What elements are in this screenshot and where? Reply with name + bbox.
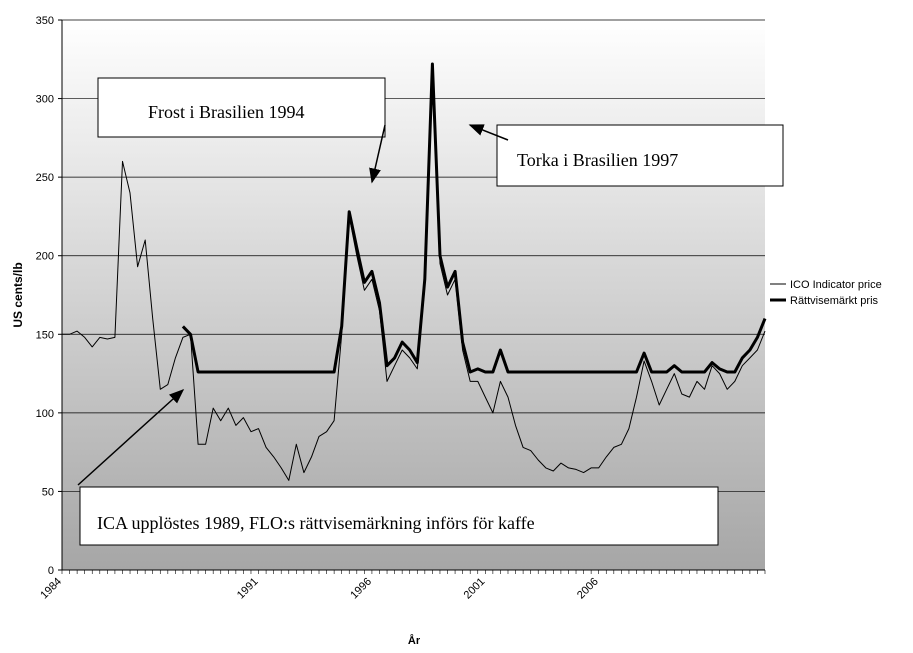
y-tick-label: 0 [48, 565, 54, 577]
legend-label: Rättvisemärkt pris [790, 295, 879, 307]
annotation: ICA upplöstes 1989, FLO:s rättvisemärkni… [97, 513, 535, 533]
series-line [181, 62, 767, 374]
x-axis-label: År [408, 634, 421, 647]
y-tick-label: 250 [36, 172, 54, 184]
arrow [369, 124, 386, 184]
x-tick-label: 1984 [38, 576, 64, 602]
annotation: Torka i Brasilien 1997 [517, 150, 678, 170]
x-tick-label: 2001 [462, 576, 488, 602]
annotation-box [496, 124, 784, 187]
x-tick-label: 1996 [348, 576, 374, 602]
y-tick-label: 200 [36, 251, 54, 263]
y-tick-label: 50 [42, 486, 54, 498]
y-tick-label: 300 [36, 94, 54, 106]
legend-label: ICO Indicator price [790, 279, 882, 291]
y-tick-label: 150 [36, 329, 54, 341]
annotation-box [97, 77, 386, 138]
arrow [468, 124, 509, 141]
annotation-box [79, 486, 719, 546]
x-tick-label: 2006 [575, 576, 601, 602]
series-line [62, 66, 766, 481]
annotation: Frost i Brasilien 1994 [148, 102, 305, 122]
y-tick-label: 350 [36, 15, 54, 27]
arrow [77, 388, 185, 486]
y-tick-label: 100 [36, 408, 54, 420]
y-axis-label: US cents/lb [11, 262, 25, 327]
x-tick-label: 1991 [235, 576, 261, 602]
